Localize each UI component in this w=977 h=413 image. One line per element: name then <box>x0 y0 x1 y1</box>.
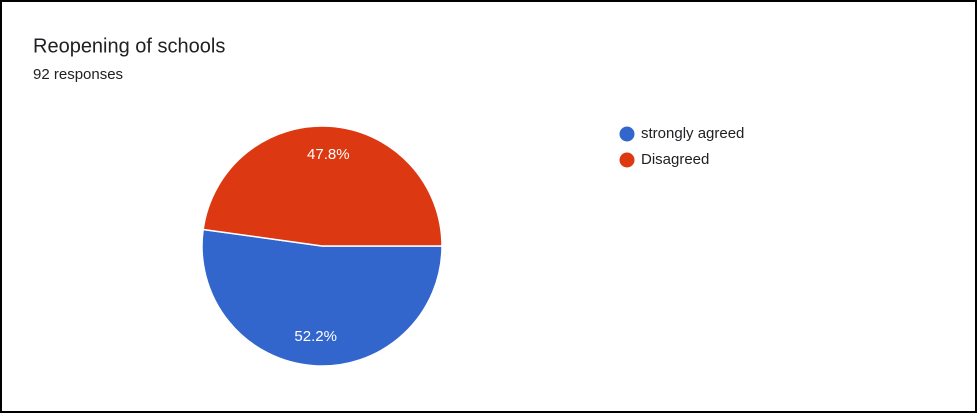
pie-slice <box>202 125 443 247</box>
chart-subtitle: 92 responses <box>33 66 123 83</box>
legend-marker <box>619 126 635 142</box>
legend-marker <box>619 152 635 168</box>
slice-label: 47.8% <box>307 146 350 163</box>
legend-label: Disagreed <box>641 151 709 168</box>
legend-label: strongly agreed <box>641 125 744 142</box>
pie-slice <box>201 228 443 367</box>
slice-label: 52.2% <box>294 328 337 345</box>
chart-title: Reopening of schools <box>33 35 225 57</box>
